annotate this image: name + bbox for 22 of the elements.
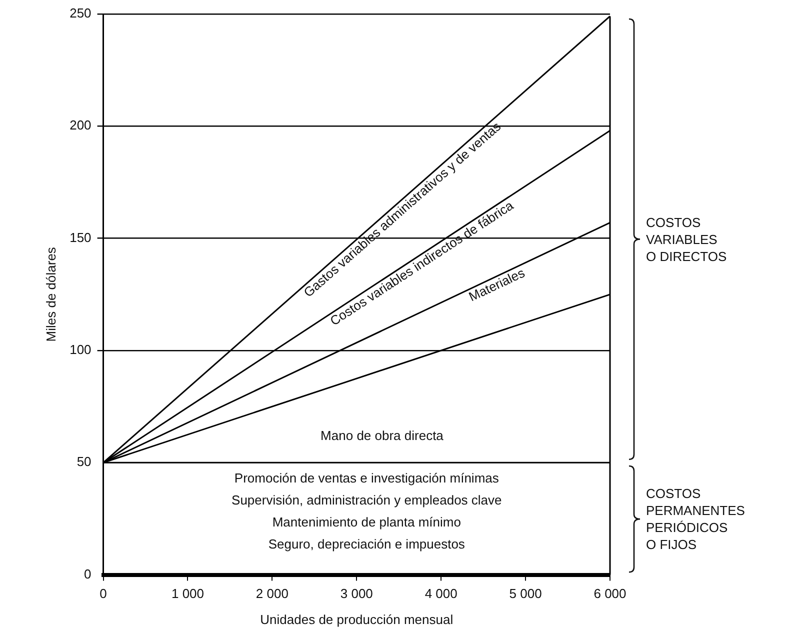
y-tick-label: 0: [84, 566, 92, 582]
annotation: Supervisión, administración y empleados clave: [232, 492, 502, 508]
x-axis-title: Unidades de producción mensual: [260, 612, 454, 627]
text: COSTOS PERMANENTES PERIÓDICOS O FIJOS: [646, 484, 745, 553]
x-tick-label: 2 000: [256, 586, 288, 602]
x-tick-label: 3 000: [340, 586, 373, 602]
x-tick-label: 6 000: [594, 586, 626, 602]
y-tick-label: 250: [70, 6, 92, 21]
x-tick-label: 0: [100, 586, 107, 602]
y-tick-label: 200: [70, 118, 92, 133]
x-tick-label: 4 000: [424, 586, 458, 602]
y-axis-title: Miles de dólares: [43, 246, 58, 342]
x-tick-label: 1 000: [171, 586, 204, 602]
text: COSTOS VARIABLES O DIRECTOS: [646, 214, 727, 265]
text: Mano de obra directa: [320, 428, 444, 443]
y-tick-label: 100: [70, 342, 92, 358]
x-tick-label: 5 000: [509, 586, 542, 602]
y-tick-label: 150: [70, 230, 92, 245]
annotation: Seguro, depreciación e impuestos: [268, 536, 466, 552]
annotation: Mantenimiento de planta mínimo: [272, 514, 461, 530]
annotation: Promoción de ventas e investigación mínimas: [234, 470, 500, 486]
y-tick-label: 50: [76, 454, 92, 470]
